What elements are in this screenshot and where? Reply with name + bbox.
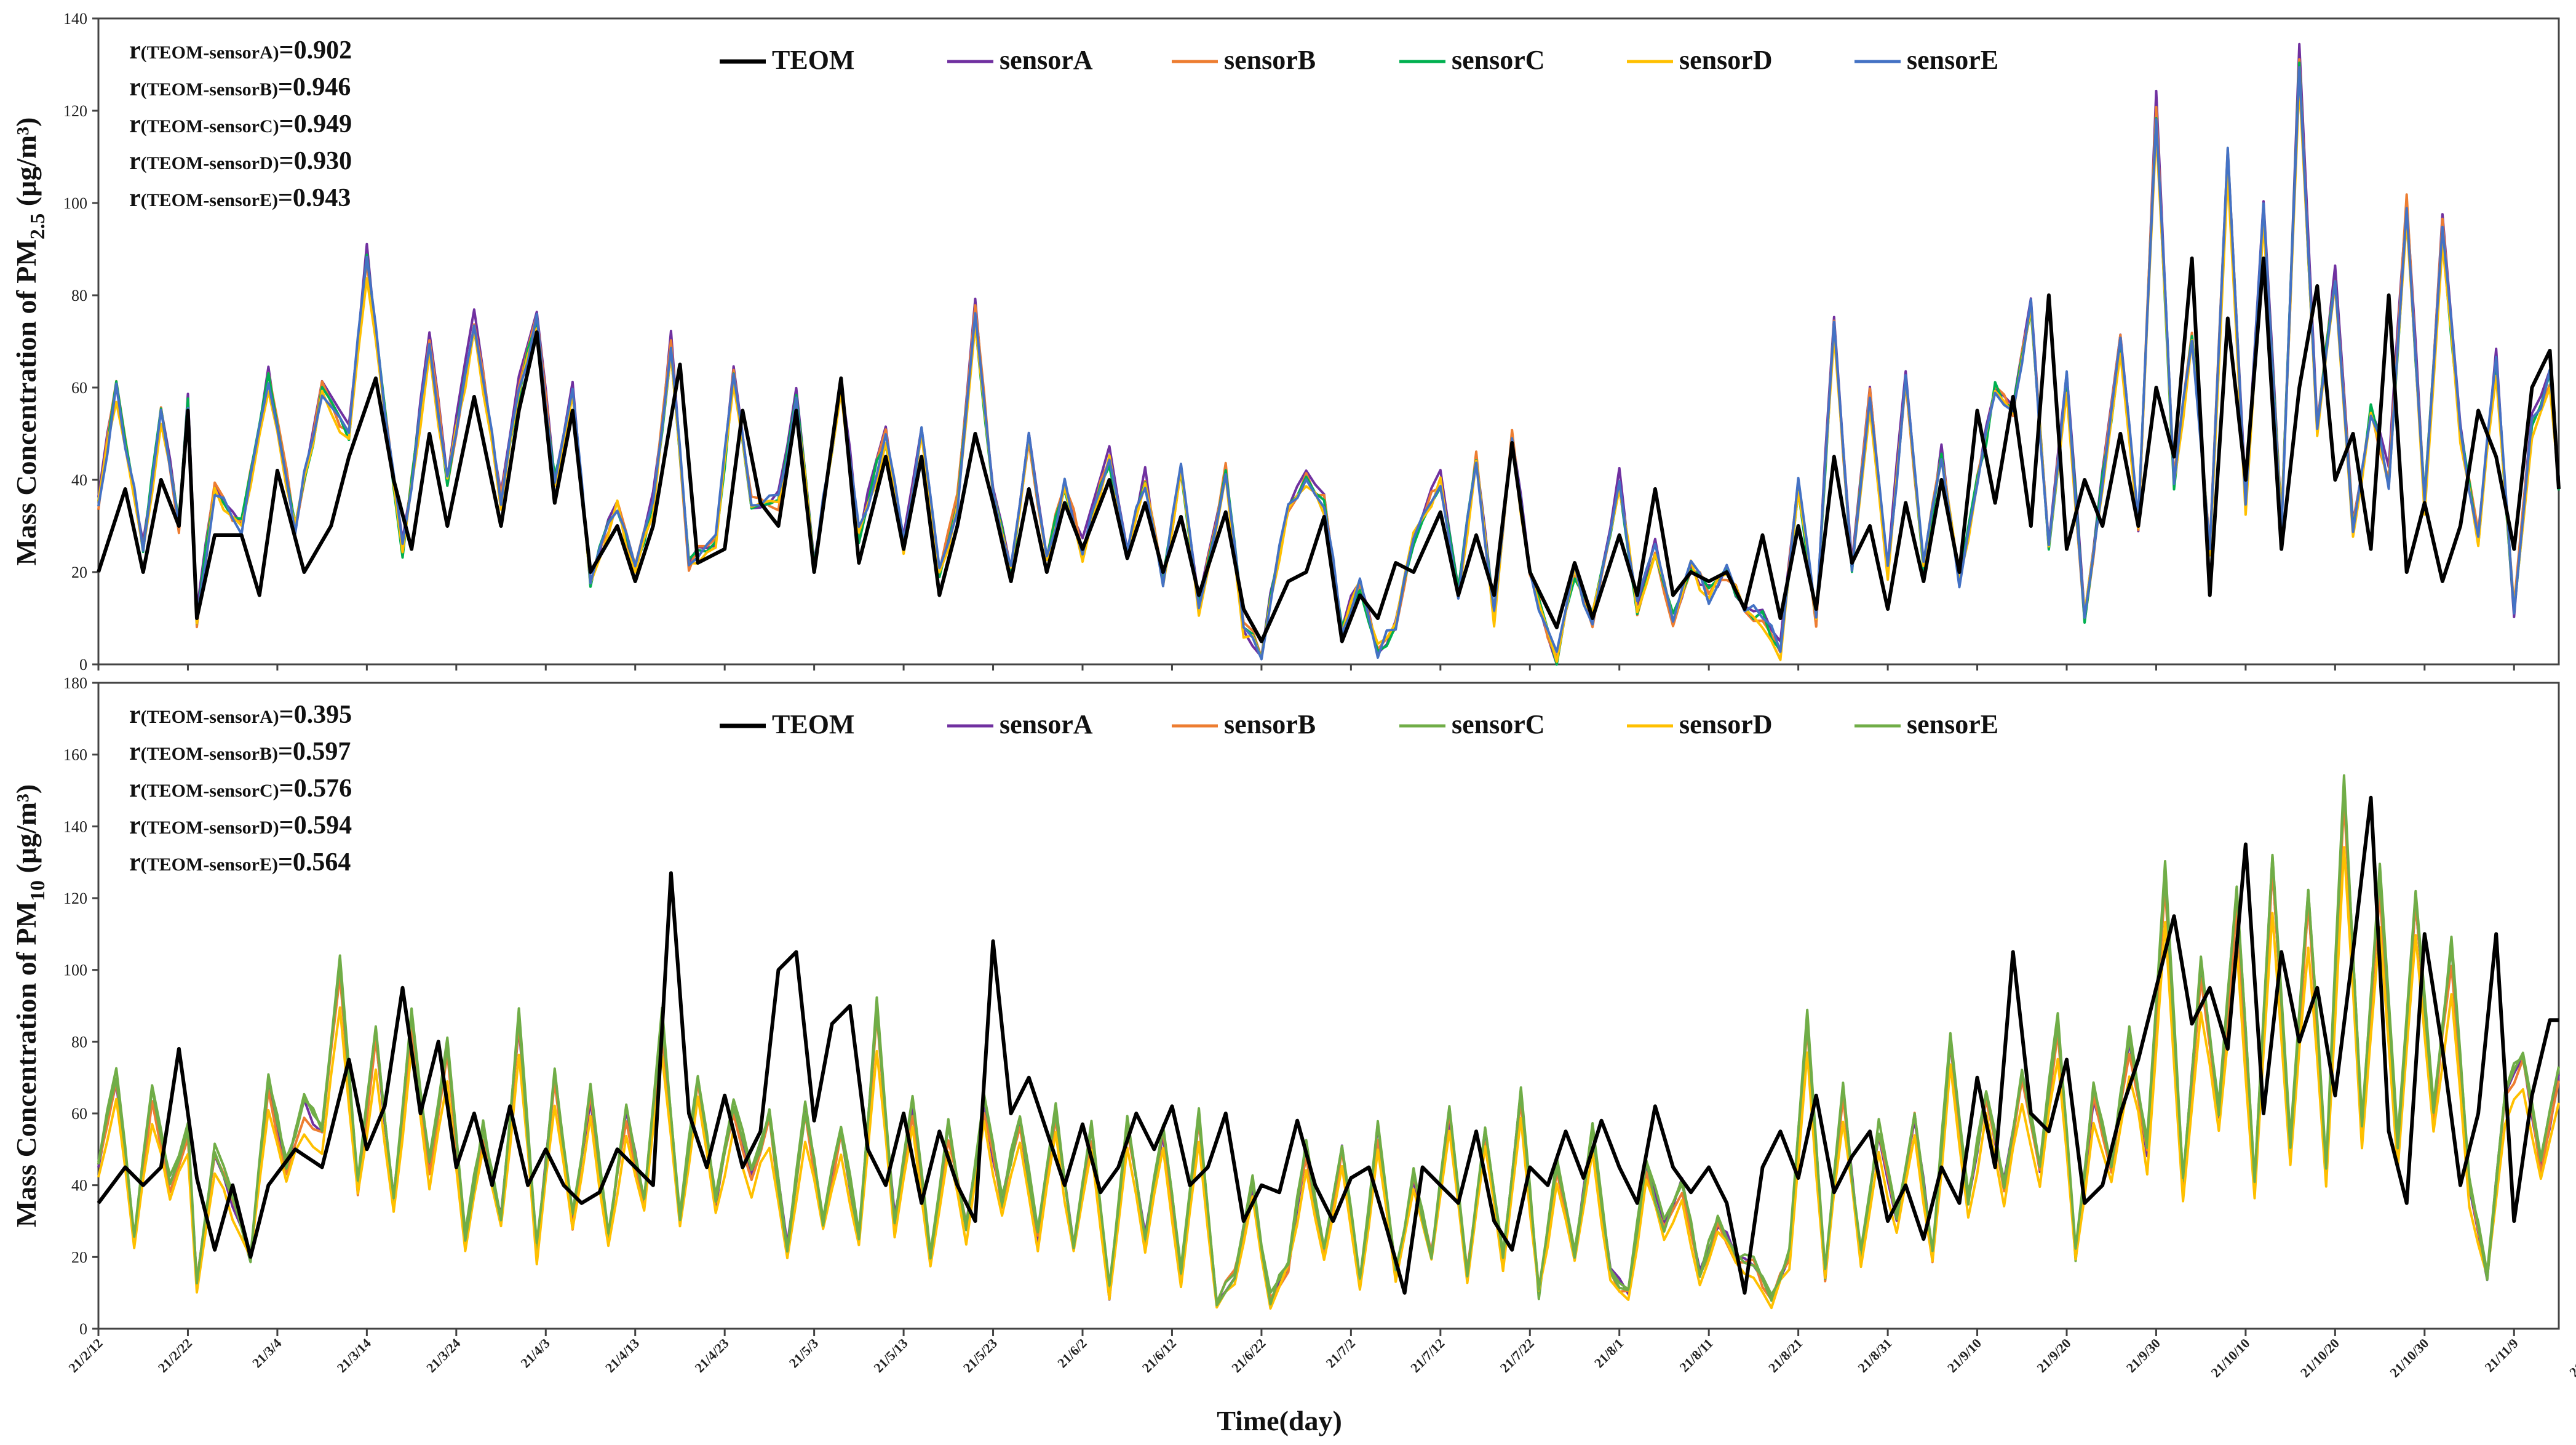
pm10-ytick-label: 20 [71, 1248, 87, 1266]
pm10-ytick-label: 180 [63, 674, 87, 692]
pm10-panel: 0 20 40 60 80 100 120 140 160 180 TEOM sensorA sens… [10, 674, 2560, 1338]
pm10-ytick-label: 0 [79, 1320, 87, 1338]
pm10-ytick-label: 120 [63, 890, 87, 907]
pm25-series-sensorE [97, 66, 2560, 661]
pm25-legend-label: TEOM [772, 45, 854, 75]
pm25-correlation: r(TEOM-sensorB)=0.946 [129, 73, 351, 102]
pm25-legend-label: sensorE [1907, 45, 1998, 75]
x-axis-label: Time(day) [1217, 1405, 1342, 1436]
pm25-correlations: r(TEOM-sensorA)=0.902 r(TEOM-sensorB)=0.9… [129, 36, 352, 212]
pm25-legend-label: sensorC [1452, 45, 1545, 75]
pm10-correlation: r(TEOM-sensorB)=0.597 [129, 738, 351, 766]
pm25-legend: TEOM sensorA sensorB sensorC sensorD sensorE [720, 45, 1998, 75]
pm25-series-TEOM [97, 257, 2561, 643]
pm10-series-TEOM [97, 795, 2559, 1295]
pm25-correlation: r(TEOM-sensorA)=0.902 [129, 36, 352, 65]
pm10-ytick-label: 100 [63, 961, 87, 979]
pm25-correlation: r(TEOM-sensorD)=0.930 [129, 147, 352, 175]
pm10-ytick-label: 40 [71, 1177, 87, 1195]
pm10-legend-label: sensorC [1452, 709, 1545, 739]
pm25-ytick-label: 120 [63, 102, 87, 120]
pm10-plot-frame [97, 682, 2560, 1330]
pm25-yticks: 0 20 40 60 80 100 120 140 [63, 10, 98, 674]
pm25-plot-frame [97, 17, 2560, 666]
pm10-series-sensorD [97, 846, 2560, 1310]
pm25-legend-label: sensorA [1000, 45, 1093, 75]
pm25-series-lines [97, 42, 2561, 666]
pm25-legend-label: sensorB [1224, 45, 1316, 75]
pm10-correlation: r(TEOM-sensorD)=0.594 [129, 811, 352, 840]
pm10-series-lines [97, 774, 2560, 1310]
pm25-ytick-label: 60 [71, 379, 87, 397]
pm10-legend: TEOM sensorA sensorB sensorC sensorD sensorE [720, 709, 1998, 739]
pm10-legend-label: TEOM [772, 709, 854, 739]
pm25-ytick-label: 140 [63, 10, 87, 28]
pm10-correlation: r(TEOM-sensorC)=0.576 [129, 774, 352, 803]
pm10-ytick-label: 80 [71, 1033, 87, 1051]
pm10-legend-label: sensorA [1000, 709, 1093, 739]
pm10-ytick-label: 60 [71, 1105, 87, 1123]
pm10-legend-label: sensorD [1679, 709, 1773, 739]
pm25-y-axis-label: Mass Concentration of PM2.5 (μg/m³) [10, 117, 49, 566]
pm25-legend-label: sensorD [1679, 45, 1773, 75]
pm10-correlation: r(TEOM-sensorE)=0.564 [129, 848, 351, 877]
pm25-ytick-label: 80 [71, 287, 87, 305]
pm25-panel: 0 20 40 60 80 100 120 140 TEOM sensorA sensorB sen… [10, 10, 2561, 674]
pm10-yticks: 0 20 40 60 80 100 120 140 160 180 [63, 674, 98, 1338]
pm10-legend-label: sensorB [1224, 709, 1316, 739]
pm10-correlation: r(TEOM-sensorA)=0.395 [129, 701, 352, 729]
pm25-correlation: r(TEOM-sensorC)=0.949 [129, 110, 352, 138]
pm10-ytick-label: 140 [63, 818, 87, 835]
pm10-ytick-label: 160 [63, 746, 87, 764]
pm10-correlations: r(TEOM-sensorA)=0.395 r(TEOM-sensorB)=0.5… [129, 701, 352, 877]
pm10-series-sensorE [97, 784, 2560, 1307]
pm10-y-axis-label: Mass Concentration of PM10 (μg/m³) [10, 784, 49, 1227]
pm25-ytick-label: 20 [71, 563, 87, 581]
pm10-legend-label: sensorE [1907, 709, 1998, 739]
pm25-correlation: r(TEOM-sensorE)=0.943 [129, 184, 351, 212]
pm25-ytick-label: 0 [79, 656, 87, 674]
pm25-ytick-label: 100 [63, 194, 87, 212]
pm25-ytick-label: 40 [71, 471, 87, 489]
